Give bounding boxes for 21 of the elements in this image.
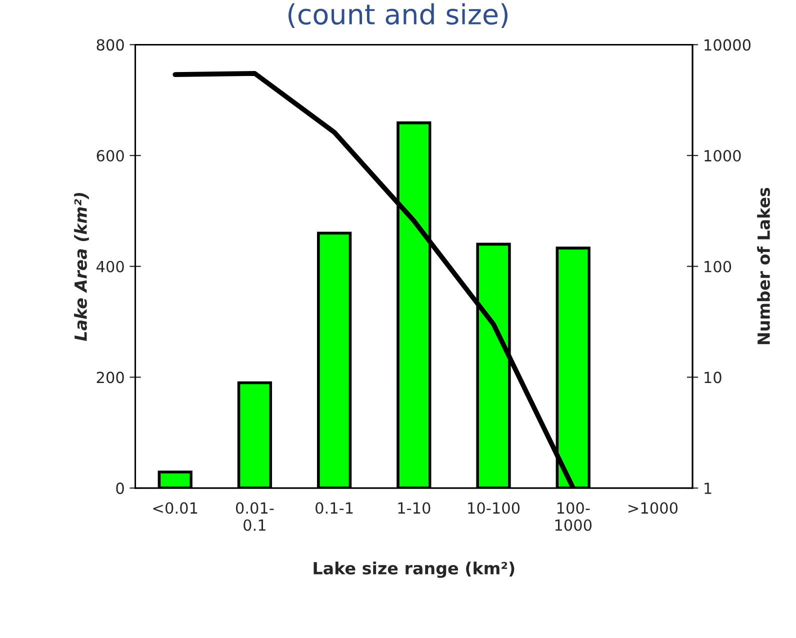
- x-tick-label: 100- 1000: [555, 502, 592, 531]
- y-tick-label: 200: [96, 372, 124, 384]
- y-tick-label: 600: [96, 150, 124, 162]
- y2-tick-label: 100: [704, 260, 732, 272]
- x-axis-title: Lake size range (km²): [314, 562, 514, 578]
- x-tick-label: 1-10: [398, 502, 430, 514]
- y2-tick-label: 1000: [704, 150, 741, 162]
- x-tick-label: 0.1-1: [316, 502, 353, 514]
- y-tick-label: 0: [116, 482, 124, 494]
- x-tick-label: <0.01: [153, 502, 198, 514]
- y-tick-label: 800: [96, 39, 124, 51]
- x-tick-label: >1000: [628, 502, 678, 514]
- y2-tick-label: 10: [704, 372, 722, 384]
- y2-tick-label: 1: [704, 482, 712, 494]
- y2-axis-title: Number of Lakes: [757, 188, 770, 344]
- y2-tick-label: 10000: [704, 39, 751, 51]
- x-tick-label: 0.01- 0.1: [236, 502, 274, 531]
- x-tick-label: 10-100: [468, 502, 520, 514]
- y-tick-label: 400: [96, 260, 124, 272]
- y-axis-title: Lake Area (km²): [74, 192, 89, 341]
- chart-title: (count and size): [288, 3, 508, 28]
